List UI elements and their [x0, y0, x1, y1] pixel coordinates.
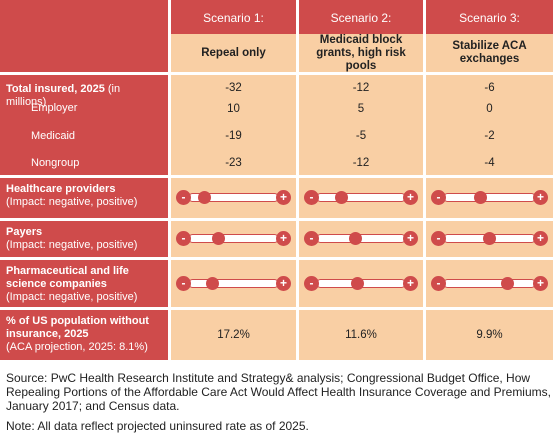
payers-s3-slider: - +	[431, 230, 548, 248]
employer-label: Employer	[31, 102, 78, 114]
minus-icon: -	[431, 190, 446, 205]
slider-knob	[483, 232, 496, 245]
nongroup-s2: -12	[352, 157, 370, 169]
employer-s2: 5	[357, 103, 365, 115]
uninsured-s1: 17.2%	[171, 310, 296, 360]
total-insured-s2: -12	[352, 82, 370, 94]
insured-label-block	[0, 75, 168, 175]
plus-icon: +	[276, 231, 291, 246]
nongroup-s3: -4	[484, 157, 495, 169]
slider-knob	[474, 191, 488, 204]
pharma-s3-slider: - +	[431, 275, 548, 293]
employer-s1: 10	[227, 103, 240, 115]
pharma-s2-slider: - +	[304, 275, 418, 293]
scenario-3-title: Scenario 3:	[426, 8, 553, 28]
minus-icon: -	[304, 231, 319, 246]
scenario-1-subtitle: Repeal only	[171, 34, 296, 72]
plus-icon: +	[403, 231, 418, 246]
slider-knob	[211, 232, 225, 245]
total-insured-label: Total insured, 2025 (in millions)	[6, 83, 121, 108]
minus-icon: -	[304, 276, 319, 291]
plus-icon: +	[533, 231, 548, 246]
nongroup-label: Nongroup	[31, 157, 80, 169]
nongroup-s1: -23	[225, 157, 242, 169]
scenario-3-subtitle: Stabilize ACA exchanges	[426, 34, 553, 72]
plus-icon: +	[276, 190, 291, 205]
slider-track	[316, 193, 406, 202]
payers-label: Payers (Impact: negative, positive)	[0, 221, 168, 257]
minus-icon: -	[431, 276, 446, 291]
medicaid-s3: -2	[484, 130, 495, 142]
medicaid-s2: -5	[355, 130, 367, 142]
minus-icon: -	[176, 231, 191, 246]
slider-track	[188, 279, 279, 288]
minus-icon: -	[176, 190, 191, 205]
plus-icon: +	[403, 276, 418, 291]
plus-icon: +	[403, 190, 418, 205]
payers-s2-slider: - +	[304, 230, 418, 248]
uninsured-label: % of US population without insurance, 20…	[0, 310, 168, 360]
slider-knob	[206, 277, 219, 290]
healthcare-providers-s1-slider: - +	[176, 189, 291, 207]
minus-icon: -	[304, 190, 319, 205]
medicaid-s1: -19	[225, 130, 242, 142]
uninsured-s3: 9.9%	[426, 310, 553, 360]
healthcare-providers-label: Healthcare providers (Impact: negative, p…	[0, 178, 168, 218]
footnote: Note: All data reflect projected uninsur…	[6, 419, 309, 433]
minus-icon: -	[176, 276, 191, 291]
pharma-s1-slider: - +	[176, 275, 291, 293]
slider-knob	[501, 277, 514, 290]
healthcare-providers-s2-slider: - +	[304, 189, 418, 207]
pharma-label: Pharmaceutical and life science companie…	[0, 260, 168, 307]
slider-knob	[197, 191, 211, 204]
slider-track	[188, 234, 279, 243]
plus-icon: +	[276, 276, 291, 291]
slider-track	[443, 193, 536, 202]
slider-knob	[348, 232, 362, 245]
healthcare-providers-s3-slider: - +	[431, 189, 548, 207]
total-insured-s1: -32	[225, 82, 242, 94]
scenario-2-title: Scenario 2:	[299, 8, 423, 28]
insured-values-s3	[426, 75, 553, 175]
plus-icon: +	[533, 190, 548, 205]
uninsured-s2: 11.6%	[299, 310, 423, 360]
insured-values-s2	[299, 75, 423, 175]
minus-icon: -	[431, 231, 446, 246]
slider-knob	[351, 277, 365, 290]
slider-knob	[335, 191, 349, 204]
insured-values-s1	[171, 75, 296, 175]
source-note: Source: PwC Health Research Institute an…	[6, 371, 551, 413]
plus-icon: +	[533, 276, 548, 291]
scenario-2-subtitle: Medicaid block grants, high risk pools	[299, 34, 423, 72]
medicaid-label: Medicaid	[31, 130, 76, 142]
employer-s3: 0	[486, 103, 493, 115]
scenario-1-title: Scenario 1:	[171, 8, 296, 28]
slider-track	[443, 279, 536, 288]
header-corner	[0, 0, 168, 72]
total-insured-s3: -6	[484, 82, 495, 94]
payers-s1-slider: - +	[176, 230, 291, 248]
